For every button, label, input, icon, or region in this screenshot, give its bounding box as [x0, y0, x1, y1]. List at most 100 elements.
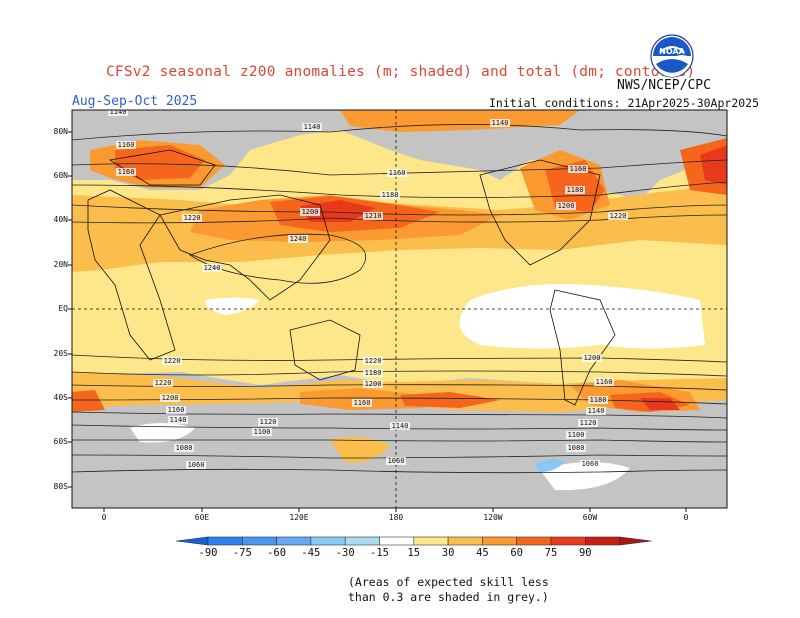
contour-label-bg	[386, 457, 406, 465]
contour-label: 1200	[162, 394, 179, 402]
colorbar-box	[584, 536, 620, 546]
contour-label: 1080	[176, 444, 193, 452]
contour-label-bg	[168, 416, 188, 424]
contour-label: 1160	[596, 378, 613, 386]
lon-label: 0	[683, 513, 689, 522]
colorbar-box	[242, 536, 277, 546]
contour-label-bg	[363, 380, 383, 388]
contour-label: 1200	[302, 208, 319, 216]
contour-label: 1060	[188, 461, 205, 469]
noaa-logo-icon: NOAA	[650, 34, 694, 78]
lat-label: EQ	[58, 304, 68, 313]
colorbar-label: -90	[198, 547, 218, 559]
contour-label-bg	[578, 419, 598, 427]
colorbar-box	[447, 536, 483, 546]
contour-label-bg	[387, 169, 407, 177]
contour-label-bg	[594, 378, 614, 386]
contour-label-bg	[116, 168, 136, 176]
contour-label: 1220	[155, 379, 172, 387]
colorbar-label: -45	[301, 547, 321, 559]
contour-label: 1200	[365, 380, 382, 388]
contour-label-bg	[582, 354, 602, 362]
contour-label: 1180	[590, 396, 607, 404]
contour-label-bg	[258, 418, 278, 426]
contour-label: 1220	[164, 357, 181, 365]
colorbar-box	[482, 536, 517, 546]
height-contours	[72, 124, 727, 474]
source-label: NWS/NCEP/CPC	[617, 78, 711, 93]
colorbar-box	[516, 536, 552, 546]
forecast-period: Aug-Sep-Oct 2025	[72, 94, 198, 109]
anomaly-negative-regions	[535, 459, 565, 472]
contour-label: 1200	[558, 202, 575, 210]
contour-label: 1100	[568, 431, 585, 439]
axis-ticks	[68, 131, 687, 512]
lat-label: 20S	[53, 349, 68, 358]
contour-label: 1120	[580, 419, 597, 427]
contour-label: 1120	[260, 418, 277, 426]
contour-label-bg	[202, 264, 222, 272]
contour-label-bg	[363, 369, 383, 377]
contour-label-bg	[182, 214, 202, 222]
contour-label-bg	[566, 431, 586, 439]
contour-label-bg	[300, 208, 320, 216]
lat-label: 60N	[53, 171, 68, 180]
colorbar-box	[344, 536, 380, 546]
contour-label: 1240	[204, 264, 221, 272]
skill-note-line2: than 0.3 are shaded in grey.)	[348, 590, 549, 604]
contour-label: 1200	[584, 354, 601, 362]
contour-label-bg	[608, 212, 628, 220]
contour-label-bg	[566, 444, 586, 452]
contour-label-bg	[352, 399, 372, 407]
contour-label-bg	[565, 186, 585, 194]
lon-label: 60W	[582, 513, 598, 522]
contour-label: 1140	[392, 422, 409, 430]
colorbar-box	[550, 536, 586, 546]
colorbar-box	[379, 536, 415, 546]
contour-label-bg	[186, 461, 206, 469]
coastlines	[87, 149, 616, 406]
colorbar-label: -30	[335, 547, 355, 559]
colorbar-box	[207, 536, 243, 546]
noaa-logo-text: NOAA	[659, 47, 685, 56]
contour-label-bg	[490, 119, 510, 127]
contour-label: 1180	[365, 369, 382, 377]
contour-label: 1140	[492, 119, 509, 127]
lon-label: 120W	[483, 513, 503, 522]
colorbar-box	[310, 536, 346, 546]
colorbar-box	[413, 536, 449, 546]
lat-label: 80N	[53, 127, 68, 136]
contour-label: 1160	[168, 406, 185, 414]
contour-label-bg	[252, 428, 272, 436]
contour-label: 1240	[290, 235, 307, 243]
contour-label: 1140	[588, 407, 605, 415]
contour-label-bg	[380, 191, 400, 199]
contour-label-bg	[568, 165, 588, 173]
colorbar-label: 30	[441, 547, 455, 559]
contour-label-bg	[116, 141, 136, 149]
anomaly-75-90-regions	[300, 145, 727, 410]
contour-label: 1140	[304, 123, 321, 131]
contour-label-bg	[160, 394, 180, 402]
contour-label: 1060	[388, 457, 405, 465]
contour-label: 1180	[567, 186, 584, 194]
initial-conditions: Initial conditions: 21Apr2025-30Apr2025	[489, 96, 760, 110]
lon-label: 120E	[289, 513, 309, 522]
contour-label-bg	[108, 110, 128, 116]
colorbar-label: -15	[370, 547, 389, 559]
contour-label: 1160	[354, 399, 371, 407]
contour-label-bg	[586, 407, 606, 415]
contour-label-bg	[288, 235, 308, 243]
contour-label-bg	[556, 202, 576, 210]
contour-label-bg	[390, 422, 410, 430]
colorbar-left-arrow	[175, 536, 209, 546]
colorbar-label: 90	[578, 547, 592, 559]
contour-label: 1080	[568, 444, 585, 452]
map-field: 1140 1140 1140 1160 1160 1160 1160 1180 1180 1200…	[72, 110, 727, 508]
lon-label: 180	[388, 513, 404, 522]
lat-label: 80S	[53, 482, 68, 491]
contour-label: 1220	[365, 357, 382, 365]
skill-note: (Areas of expected skill less than 0.3 a…	[348, 575, 549, 605]
contour-label: 1160	[389, 169, 406, 177]
